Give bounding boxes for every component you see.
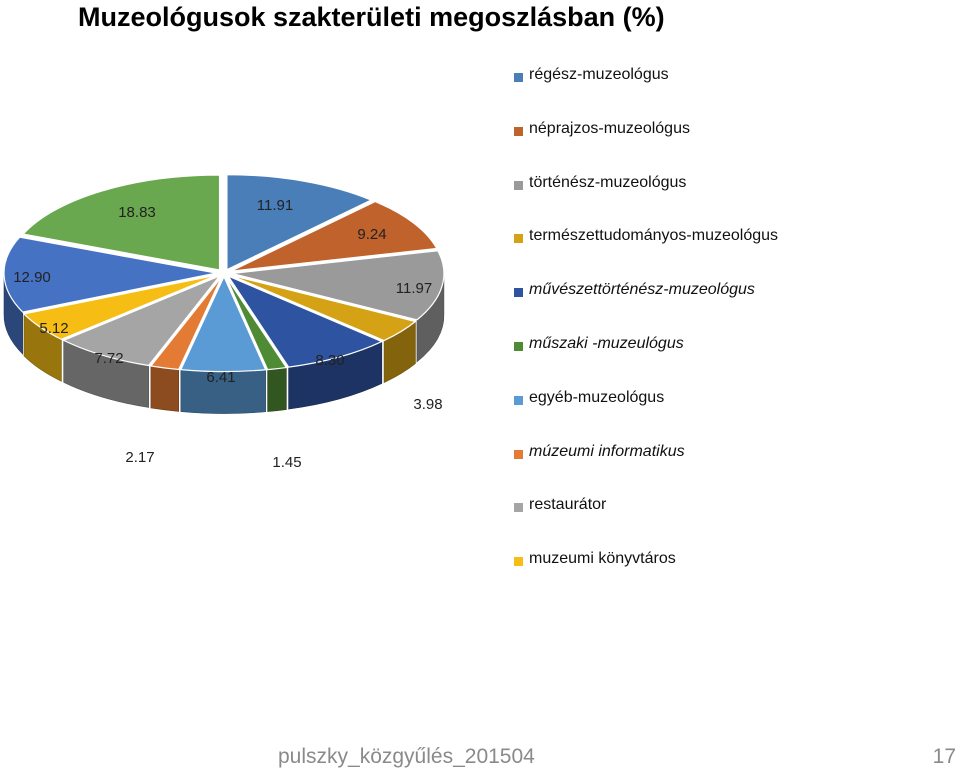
pie-slice [149, 276, 223, 371]
legend-item: néprajzos-muzeológus [514, 120, 778, 174]
legend-swatch [514, 126, 523, 136]
data-label: 18.83 [118, 204, 156, 221]
page-number: 17 [932, 745, 956, 768]
legend-swatch [514, 557, 523, 567]
legend-swatch [514, 180, 523, 190]
pie-slice-side [150, 365, 180, 412]
pie-slice [22, 174, 221, 271]
legend-label: művészettörténész-muzeológus [529, 281, 755, 299]
pie-slice [62, 274, 222, 367]
data-label: 11.97 [396, 280, 432, 297]
pie-slice [3, 236, 217, 313]
legend-label: természettudományos-muzeológus [529, 227, 779, 245]
pie-slice [230, 200, 438, 272]
pie-slice [226, 274, 384, 368]
legend-label: régész-muzeológus [529, 66, 669, 83]
pie-slice [226, 174, 373, 271]
data-label: 9.24 [357, 226, 386, 243]
legend-item: múzeumi informatikus [514, 443, 778, 497]
legend-swatch [514, 503, 523, 513]
legend-item: történész-muzeológus [514, 174, 778, 228]
footer-text: pulszky_közgyűlés_201504 [278, 745, 535, 768]
chart-legend: régész-muzeológus néprajzos-muzeológus tör… [514, 66, 778, 604]
legend-swatch [514, 341, 523, 351]
data-label: 2.17 [125, 449, 154, 466]
legend-swatch [514, 449, 523, 459]
data-label: 1.45 [272, 454, 301, 471]
pie-slice [230, 274, 417, 342]
legend-item: restaurátor [514, 496, 778, 550]
legend-item: régész-muzeológus [514, 66, 778, 120]
legend-item: egyéb-muzeológus [514, 389, 778, 443]
legend-swatch [514, 73, 523, 82]
data-label: 6.41 [206, 369, 235, 386]
data-label: 3.98 [413, 396, 442, 413]
data-label: 12.90 [13, 269, 51, 286]
legend-label: egyéb-muzeológus [529, 388, 665, 406]
legend-item: természettudományos-muzeológus [514, 227, 778, 281]
pie-side-walls [3, 271, 445, 414]
legend-label: múzeumi informatikus [529, 442, 685, 460]
pie-tops [3, 174, 445, 373]
legend-swatch [514, 234, 523, 244]
legend-label: néprajzos-muzeológus [529, 119, 690, 137]
data-label: 5.12 [39, 320, 68, 337]
pie-slice [179, 275, 267, 373]
legend-item: művészettörténész-muzeológus [514, 281, 778, 335]
legend-label: muzeumi könyvtáros [529, 550, 676, 568]
pie-slice [231, 250, 445, 321]
legend-item: muzeumi könyvtáros [514, 550, 778, 604]
legend-label: történész-muzeológus [529, 173, 687, 191]
chart-title: Muzeológusok szakterületi megoszlásban (… [78, 2, 665, 32]
legend-swatch [514, 395, 523, 405]
legend-swatch [514, 288, 523, 298]
legend-label: restaurátor [529, 496, 607, 514]
data-label: 8.30 [315, 352, 344, 369]
data-label: 11.91 [257, 197, 293, 214]
legend-label: műszaki -muzeulógus [529, 334, 684, 352]
legend-item: műszaki -muzeulógus [514, 335, 778, 389]
data-label: 7.72 [94, 350, 123, 367]
pie-slice [225, 276, 288, 371]
pie-slice-side [267, 367, 287, 412]
pie-slice [22, 274, 218, 341]
